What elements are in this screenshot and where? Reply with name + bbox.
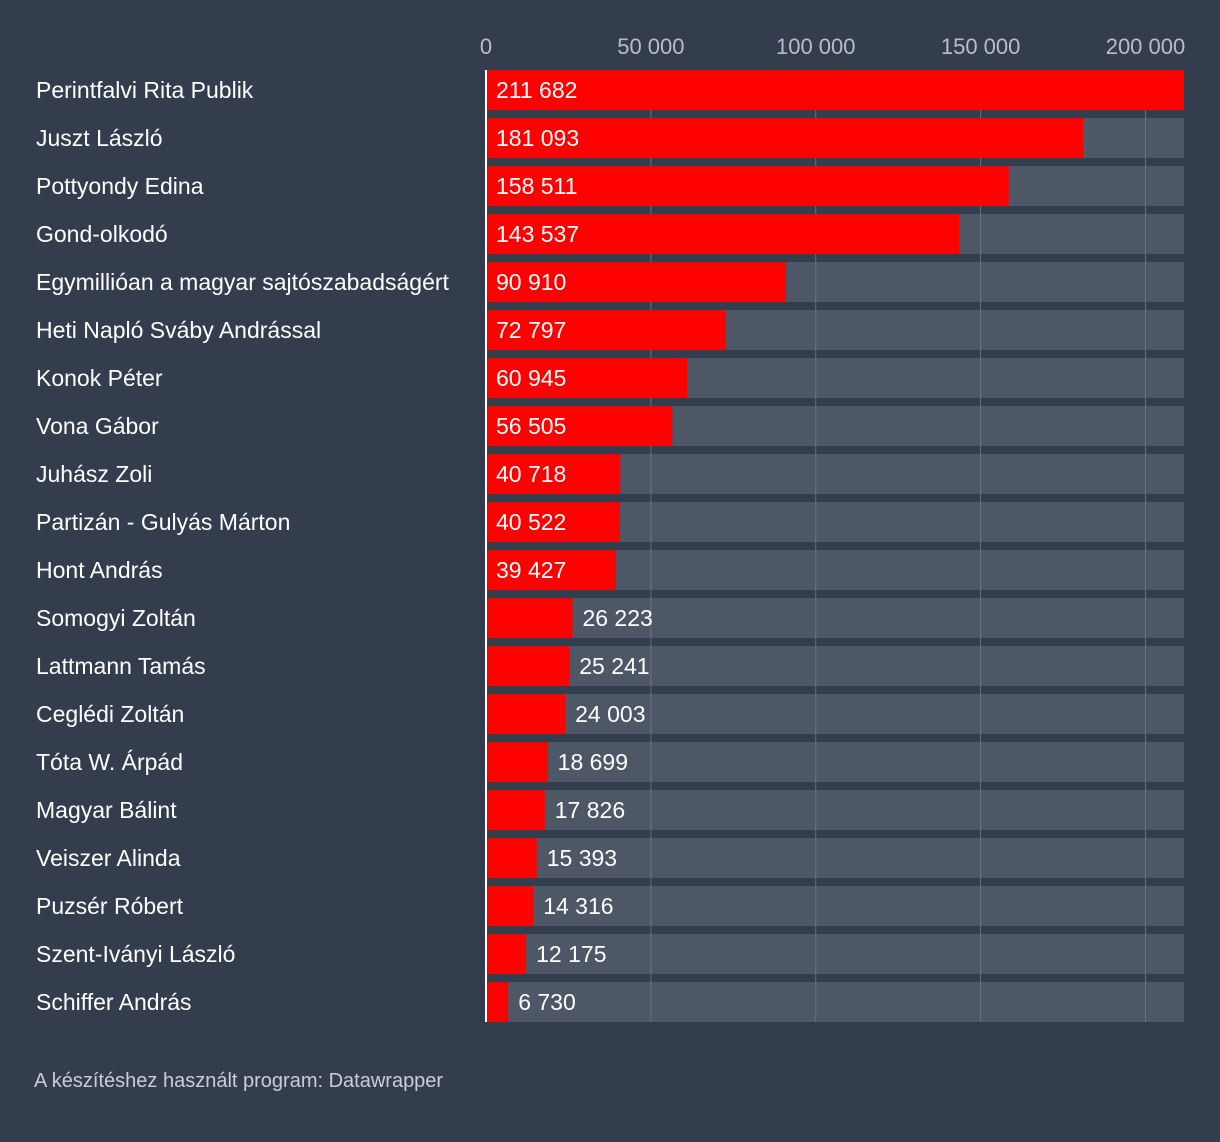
category-label: Heti Napló Sváby Andrással: [36, 317, 321, 343]
bar: [486, 550, 617, 590]
bar-track: [486, 646, 1184, 686]
category-label: Veiszer Alinda: [36, 845, 181, 871]
value-label: 181 093: [496, 125, 579, 151]
value-label: 12 175: [536, 941, 606, 967]
category-label: Magyar Bálint: [36, 797, 177, 823]
bar: [486, 646, 570, 686]
bar: [486, 406, 673, 446]
value-label: 56 505: [496, 413, 566, 439]
value-label: 158 511: [496, 173, 577, 199]
category-label: Schiffer András: [36, 989, 192, 1015]
category-label: Hont András: [36, 557, 163, 583]
x-tick-label: 100 000: [776, 34, 856, 59]
value-label: 143 537: [496, 221, 579, 247]
bar: [486, 598, 573, 638]
bar: [486, 838, 537, 878]
category-label: Juszt László: [36, 125, 163, 151]
bar: [486, 934, 527, 974]
value-label: 17 826: [555, 797, 625, 823]
value-label: 14 316: [543, 893, 613, 919]
value-label: 25 241: [579, 653, 649, 679]
gridlines: [650, 70, 1146, 1022]
category-label: Lattmann Tamás: [36, 653, 206, 679]
bar-track: [486, 742, 1184, 782]
category-label: Egymillióan a magyar sajtószabadságért: [36, 269, 450, 295]
category-label: Partizán - Gulyás Márton: [36, 509, 290, 535]
category-label: Puzsér Róbert: [36, 893, 184, 919]
value-label: 15 393: [547, 845, 617, 871]
bar: [486, 310, 727, 350]
bar-track: [486, 694, 1184, 734]
value-label: 39 427: [496, 557, 566, 583]
bar: [486, 790, 545, 830]
category-label: Tóta W. Árpád: [36, 749, 183, 775]
value-labels: 211 682 181 093 158 511 143 537 90 910 72 797…: [496, 77, 653, 1015]
value-label: 6 730: [518, 989, 576, 1015]
bar: [486, 454, 621, 494]
bar: [486, 982, 509, 1022]
bar-tracks: [486, 70, 1184, 1022]
bars: [486, 70, 1184, 1022]
bar-track: [486, 886, 1184, 926]
category-label: Ceglédi Zoltán: [36, 701, 184, 727]
bar-track: [486, 790, 1184, 830]
bar: [486, 742, 548, 782]
x-tick-label: 150 000: [941, 34, 1021, 59]
bar-track: [486, 838, 1184, 878]
value-label: 24 003: [575, 701, 645, 727]
bar: [486, 166, 1009, 206]
bar: [486, 886, 534, 926]
x-tick-label: 0: [480, 34, 492, 59]
x-axis-ticks: 0 50 000 100 000 150 000 200 000: [480, 34, 1185, 59]
value-label: 72 797: [496, 317, 566, 343]
bar-track: [486, 598, 1184, 638]
bar: [486, 502, 620, 542]
x-tick-label: 50 000: [617, 34, 684, 59]
value-label: 211 682: [496, 77, 577, 103]
bar: [486, 70, 1184, 110]
bar: [486, 694, 566, 734]
value-label: 26 223: [582, 605, 652, 631]
source-credit: A készítéshez használt program: Datawrap…: [34, 1070, 444, 1092]
category-label: Perintfalvi Rita Publik: [36, 77, 254, 103]
category-labels: Perintfalvi Rita Publik Juszt László Potty…: [36, 77, 450, 1015]
bar: [486, 262, 786, 302]
value-label: 60 945: [496, 365, 566, 391]
bar-track: [486, 982, 1184, 1022]
x-tick-label: 200 000: [1106, 34, 1186, 59]
bar: [486, 358, 687, 398]
category-label: Konok Péter: [36, 365, 163, 391]
category-label: Gond-olkodó: [36, 221, 168, 247]
bar-track: [486, 934, 1184, 974]
bar: [486, 118, 1084, 158]
value-label: 18 699: [558, 749, 628, 775]
bar: [486, 214, 960, 254]
category-label: Somogyi Zoltán: [36, 605, 196, 631]
value-label: 40 522: [496, 509, 566, 535]
value-label: 90 910: [496, 269, 566, 295]
value-label: 40 718: [496, 461, 566, 487]
category-label: Vona Gábor: [36, 413, 159, 439]
category-label: Szent-Iványi László: [36, 941, 235, 967]
category-label: Juhász Zoli: [36, 461, 152, 487]
category-label: Pottyondy Edina: [36, 173, 204, 199]
